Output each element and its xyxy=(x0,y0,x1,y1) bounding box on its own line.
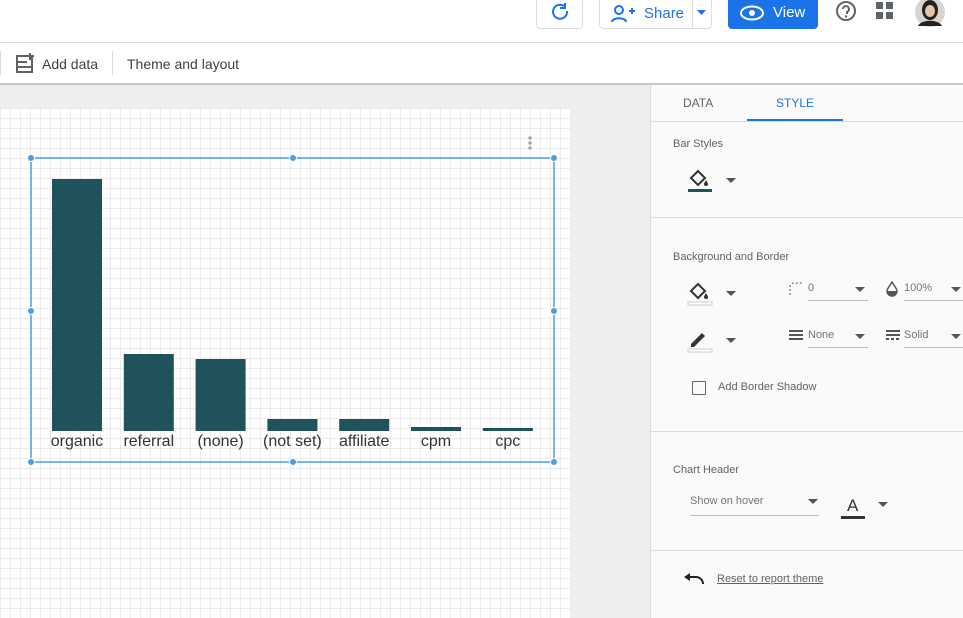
border-color-picker[interactable] xyxy=(687,328,747,354)
radius-dropdown[interactable]: 0 xyxy=(808,282,868,301)
resize-handle xyxy=(550,307,558,315)
border-style-value: Solid xyxy=(904,329,929,341)
bar xyxy=(482,428,533,431)
apps-icon[interactable] xyxy=(876,2,894,20)
share-label: Share xyxy=(644,5,685,22)
header-option: Show on hover xyxy=(690,495,764,507)
divider xyxy=(0,51,1,75)
opacity-dropdown[interactable]: 100% xyxy=(904,282,963,301)
divider xyxy=(651,217,963,218)
font-color-swatch xyxy=(841,516,865,519)
x-tick-label: cpm xyxy=(421,433,451,450)
x-tick-label: (not set) xyxy=(263,433,322,450)
chart-menu-dot xyxy=(528,141,532,145)
resize-handle xyxy=(289,458,297,466)
header-dropdown[interactable]: Show on hover xyxy=(690,495,819,516)
add-data-icon xyxy=(16,53,34,73)
radius-value: 0 xyxy=(808,282,815,294)
x-tick-label: referral xyxy=(123,433,174,450)
refresh-icon xyxy=(552,3,569,20)
share-button[interactable]: Share xyxy=(599,0,712,29)
tab[interactable]: STYLE xyxy=(776,96,815,110)
bar xyxy=(123,354,174,431)
dropdown-icon xyxy=(951,287,961,292)
divider xyxy=(651,550,963,551)
tab-indicator xyxy=(747,119,843,121)
resize-handle xyxy=(550,458,558,466)
dropdown-icon xyxy=(878,502,888,507)
chart: organic referral (none) (not set) affiliate c… xyxy=(27,136,558,466)
section-label: Bar Styles xyxy=(673,138,724,150)
x-tick-label: organic xyxy=(51,433,103,450)
border-weight-dropdown[interactable]: None xyxy=(808,329,868,348)
bar xyxy=(52,179,102,431)
opacity-icon xyxy=(886,281,898,297)
dropdown-icon xyxy=(951,334,961,339)
bar-color-picker[interactable] xyxy=(687,168,747,194)
x-tick-label: affiliate xyxy=(339,433,390,450)
properties-panel: DATA STYLE Bar Styles Background and Bor… xyxy=(650,85,963,618)
help-icon[interactable] xyxy=(835,0,857,22)
divider xyxy=(692,0,693,28)
theme-button[interactable]: Theme and layout xyxy=(127,56,240,72)
checkbox-label: Add Border Shadow xyxy=(718,381,817,393)
font-color-picker[interactable]: A xyxy=(847,496,859,515)
chart-menu-dot xyxy=(528,146,532,150)
x-tick-label: cpc xyxy=(495,433,520,450)
undo-icon xyxy=(684,573,704,585)
resize-handle xyxy=(27,458,35,466)
bar xyxy=(411,427,461,431)
border-weight-value: None xyxy=(808,329,835,341)
toolbar: Add data Theme and layout xyxy=(0,43,963,85)
dropdown-icon xyxy=(808,499,818,504)
share-icon xyxy=(611,5,635,23)
dropdown-icon xyxy=(855,287,865,292)
reset-link[interactable]: Reset to report theme xyxy=(717,573,824,585)
bar xyxy=(339,419,390,431)
top-bar: Share View xyxy=(0,0,963,43)
tab[interactable]: DATA xyxy=(683,96,714,110)
chart-menu-dot xyxy=(528,136,532,140)
selection-box xyxy=(30,157,555,463)
view-label: View xyxy=(773,4,806,21)
refresh-button[interactable] xyxy=(536,0,583,29)
bar xyxy=(195,359,246,431)
border-style-dropdown[interactable]: Solid xyxy=(904,329,963,348)
resize-handle xyxy=(289,154,297,162)
x-tick-label: (none) xyxy=(197,433,243,450)
style-icon xyxy=(886,330,900,340)
add-data-button[interactable]: Add data xyxy=(42,56,99,72)
radius-icon xyxy=(789,282,802,295)
bar xyxy=(267,419,318,431)
divider xyxy=(651,121,963,122)
weight-icon xyxy=(789,330,803,340)
checkbox[interactable] xyxy=(692,381,706,395)
section-label: Chart Header xyxy=(673,464,740,476)
resize-handle xyxy=(550,154,558,162)
divider xyxy=(112,51,113,75)
section-label: Background and Border xyxy=(673,251,790,263)
dropdown-icon[interactable] xyxy=(696,9,708,17)
eye-icon xyxy=(740,5,764,21)
avatar[interactable] xyxy=(914,0,946,28)
view-button[interactable]: View xyxy=(728,0,818,29)
resize-handle xyxy=(27,154,35,162)
dropdown-icon xyxy=(855,334,865,339)
background-color-picker[interactable] xyxy=(687,281,747,307)
opacity-value: 100% xyxy=(904,282,933,294)
resize-handle xyxy=(27,307,35,315)
divider xyxy=(651,431,963,432)
